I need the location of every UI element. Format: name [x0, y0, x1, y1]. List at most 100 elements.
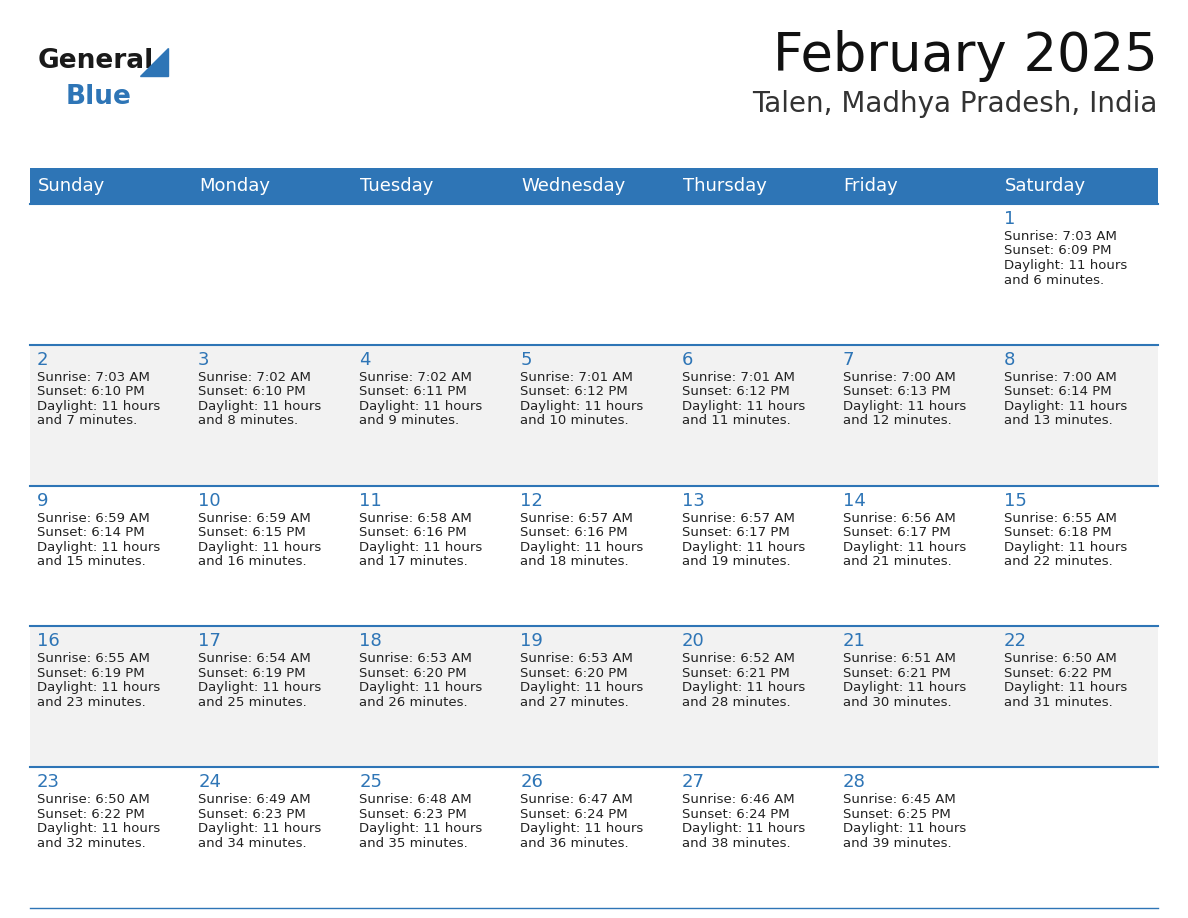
Text: Sunset: 6:13 PM: Sunset: 6:13 PM [842, 386, 950, 398]
Text: Sunset: 6:16 PM: Sunset: 6:16 PM [520, 526, 628, 539]
Text: and 9 minutes.: and 9 minutes. [359, 414, 460, 427]
Text: and 16 minutes.: and 16 minutes. [198, 555, 307, 568]
Text: and 23 minutes.: and 23 minutes. [37, 696, 146, 709]
Text: Sunrise: 6:59 AM: Sunrise: 6:59 AM [37, 511, 150, 524]
Text: Sunrise: 6:53 AM: Sunrise: 6:53 AM [520, 653, 633, 666]
Text: Daylight: 11 hours: Daylight: 11 hours [198, 400, 322, 413]
Text: Sunrise: 6:54 AM: Sunrise: 6:54 AM [198, 653, 311, 666]
Text: Thursday: Thursday [683, 177, 766, 195]
Text: Daylight: 11 hours: Daylight: 11 hours [682, 823, 804, 835]
Text: and 31 minutes.: and 31 minutes. [1004, 696, 1113, 709]
Text: Sunset: 6:24 PM: Sunset: 6:24 PM [682, 808, 789, 821]
Text: Daylight: 11 hours: Daylight: 11 hours [359, 541, 482, 554]
Text: 25: 25 [359, 773, 383, 791]
Text: 23: 23 [37, 773, 61, 791]
Text: and 11 minutes.: and 11 minutes. [682, 414, 790, 427]
Text: Sunset: 6:12 PM: Sunset: 6:12 PM [520, 386, 628, 398]
Text: and 10 minutes.: and 10 minutes. [520, 414, 630, 427]
Text: Sunset: 6:17 PM: Sunset: 6:17 PM [842, 526, 950, 539]
Text: and 21 minutes.: and 21 minutes. [842, 555, 952, 568]
Text: and 35 minutes.: and 35 minutes. [359, 836, 468, 850]
Text: 1: 1 [1004, 210, 1016, 228]
Text: Sunrise: 6:48 AM: Sunrise: 6:48 AM [359, 793, 472, 806]
Text: Sunset: 6:21 PM: Sunset: 6:21 PM [682, 666, 789, 680]
Text: Tuesday: Tuesday [360, 177, 434, 195]
Text: Sunset: 6:14 PM: Sunset: 6:14 PM [37, 526, 145, 539]
Text: Sunset: 6:24 PM: Sunset: 6:24 PM [520, 808, 628, 821]
Text: Daylight: 11 hours: Daylight: 11 hours [198, 823, 322, 835]
Text: and 36 minutes.: and 36 minutes. [520, 836, 630, 850]
Text: 9: 9 [37, 492, 49, 509]
Text: 18: 18 [359, 633, 383, 650]
Text: Daylight: 11 hours: Daylight: 11 hours [520, 681, 644, 694]
Text: Sunset: 6:23 PM: Sunset: 6:23 PM [198, 808, 305, 821]
Bar [30, 626, 1158, 767]
Text: and 38 minutes.: and 38 minutes. [682, 836, 790, 850]
Text: Sunday: Sunday [38, 177, 106, 195]
Text: and 28 minutes.: and 28 minutes. [682, 696, 790, 709]
Text: 27: 27 [682, 773, 704, 791]
Text: Sunrise: 6:50 AM: Sunrise: 6:50 AM [1004, 653, 1117, 666]
Text: 12: 12 [520, 492, 543, 509]
Text: Daylight: 11 hours: Daylight: 11 hours [520, 400, 644, 413]
Text: and 13 minutes.: and 13 minutes. [1004, 414, 1113, 427]
Text: 6: 6 [682, 351, 693, 369]
Text: Sunset: 6:25 PM: Sunset: 6:25 PM [842, 808, 950, 821]
Text: and 26 minutes.: and 26 minutes. [359, 696, 468, 709]
Text: Sunset: 6:09 PM: Sunset: 6:09 PM [1004, 244, 1111, 258]
Text: Sunrise: 6:55 AM: Sunrise: 6:55 AM [1004, 511, 1117, 524]
Text: Sunrise: 6:55 AM: Sunrise: 6:55 AM [37, 653, 150, 666]
Text: Daylight: 11 hours: Daylight: 11 hours [37, 400, 160, 413]
Text: and 7 minutes.: and 7 minutes. [37, 414, 138, 427]
Text: Daylight: 11 hours: Daylight: 11 hours [842, 823, 966, 835]
Text: Sunrise: 6:56 AM: Sunrise: 6:56 AM [842, 511, 955, 524]
Text: 17: 17 [198, 633, 221, 650]
Text: Sunrise: 6:53 AM: Sunrise: 6:53 AM [359, 653, 472, 666]
Text: Sunrise: 7:01 AM: Sunrise: 7:01 AM [520, 371, 633, 384]
Text: Sunset: 6:18 PM: Sunset: 6:18 PM [1004, 526, 1112, 539]
Text: 22: 22 [1004, 633, 1026, 650]
Text: Sunrise: 6:52 AM: Sunrise: 6:52 AM [682, 653, 795, 666]
Text: Sunrise: 7:02 AM: Sunrise: 7:02 AM [359, 371, 472, 384]
Text: Daylight: 11 hours: Daylight: 11 hours [682, 541, 804, 554]
Text: Friday: Friday [843, 177, 898, 195]
Text: Sunset: 6:21 PM: Sunset: 6:21 PM [842, 666, 950, 680]
Text: Sunrise: 6:49 AM: Sunrise: 6:49 AM [198, 793, 311, 806]
Text: Daylight: 11 hours: Daylight: 11 hours [37, 823, 160, 835]
Text: Daylight: 11 hours: Daylight: 11 hours [37, 541, 160, 554]
Text: 4: 4 [359, 351, 371, 369]
Bar [30, 345, 1158, 486]
Text: Sunrise: 6:50 AM: Sunrise: 6:50 AM [37, 793, 150, 806]
Text: and 34 minutes.: and 34 minutes. [198, 836, 307, 850]
Text: Daylight: 11 hours: Daylight: 11 hours [1004, 681, 1127, 694]
Text: Daylight: 11 hours: Daylight: 11 hours [359, 681, 482, 694]
Text: 16: 16 [37, 633, 59, 650]
Text: 8: 8 [1004, 351, 1016, 369]
Text: and 8 minutes.: and 8 minutes. [198, 414, 298, 427]
Text: Sunrise: 7:01 AM: Sunrise: 7:01 AM [682, 371, 795, 384]
Text: Sunset: 6:22 PM: Sunset: 6:22 PM [1004, 666, 1112, 680]
Text: 19: 19 [520, 633, 543, 650]
Text: Sunrise: 6:57 AM: Sunrise: 6:57 AM [520, 511, 633, 524]
Text: Daylight: 11 hours: Daylight: 11 hours [842, 681, 966, 694]
Text: Sunset: 6:19 PM: Sunset: 6:19 PM [198, 666, 305, 680]
Text: Sunrise: 6:51 AM: Sunrise: 6:51 AM [842, 653, 955, 666]
Text: and 15 minutes.: and 15 minutes. [37, 555, 146, 568]
Text: Monday: Monday [200, 177, 270, 195]
Text: and 18 minutes.: and 18 minutes. [520, 555, 630, 568]
Text: Daylight: 11 hours: Daylight: 11 hours [1004, 400, 1127, 413]
Text: and 17 minutes.: and 17 minutes. [359, 555, 468, 568]
Text: and 32 minutes.: and 32 minutes. [37, 836, 146, 850]
Text: 24: 24 [198, 773, 221, 791]
Text: Daylight: 11 hours: Daylight: 11 hours [198, 541, 322, 554]
Text: Sunrise: 6:58 AM: Sunrise: 6:58 AM [359, 511, 472, 524]
Text: Sunrise: 6:59 AM: Sunrise: 6:59 AM [198, 511, 311, 524]
Text: and 19 minutes.: and 19 minutes. [682, 555, 790, 568]
Text: Daylight: 11 hours: Daylight: 11 hours [842, 400, 966, 413]
Text: Talen, Madhya Pradesh, India: Talen, Madhya Pradesh, India [753, 90, 1158, 118]
Text: 26: 26 [520, 773, 543, 791]
Text: 10: 10 [198, 492, 221, 509]
Text: Daylight: 11 hours: Daylight: 11 hours [359, 823, 482, 835]
Text: Daylight: 11 hours: Daylight: 11 hours [198, 681, 322, 694]
Text: Daylight: 11 hours: Daylight: 11 hours [359, 400, 482, 413]
